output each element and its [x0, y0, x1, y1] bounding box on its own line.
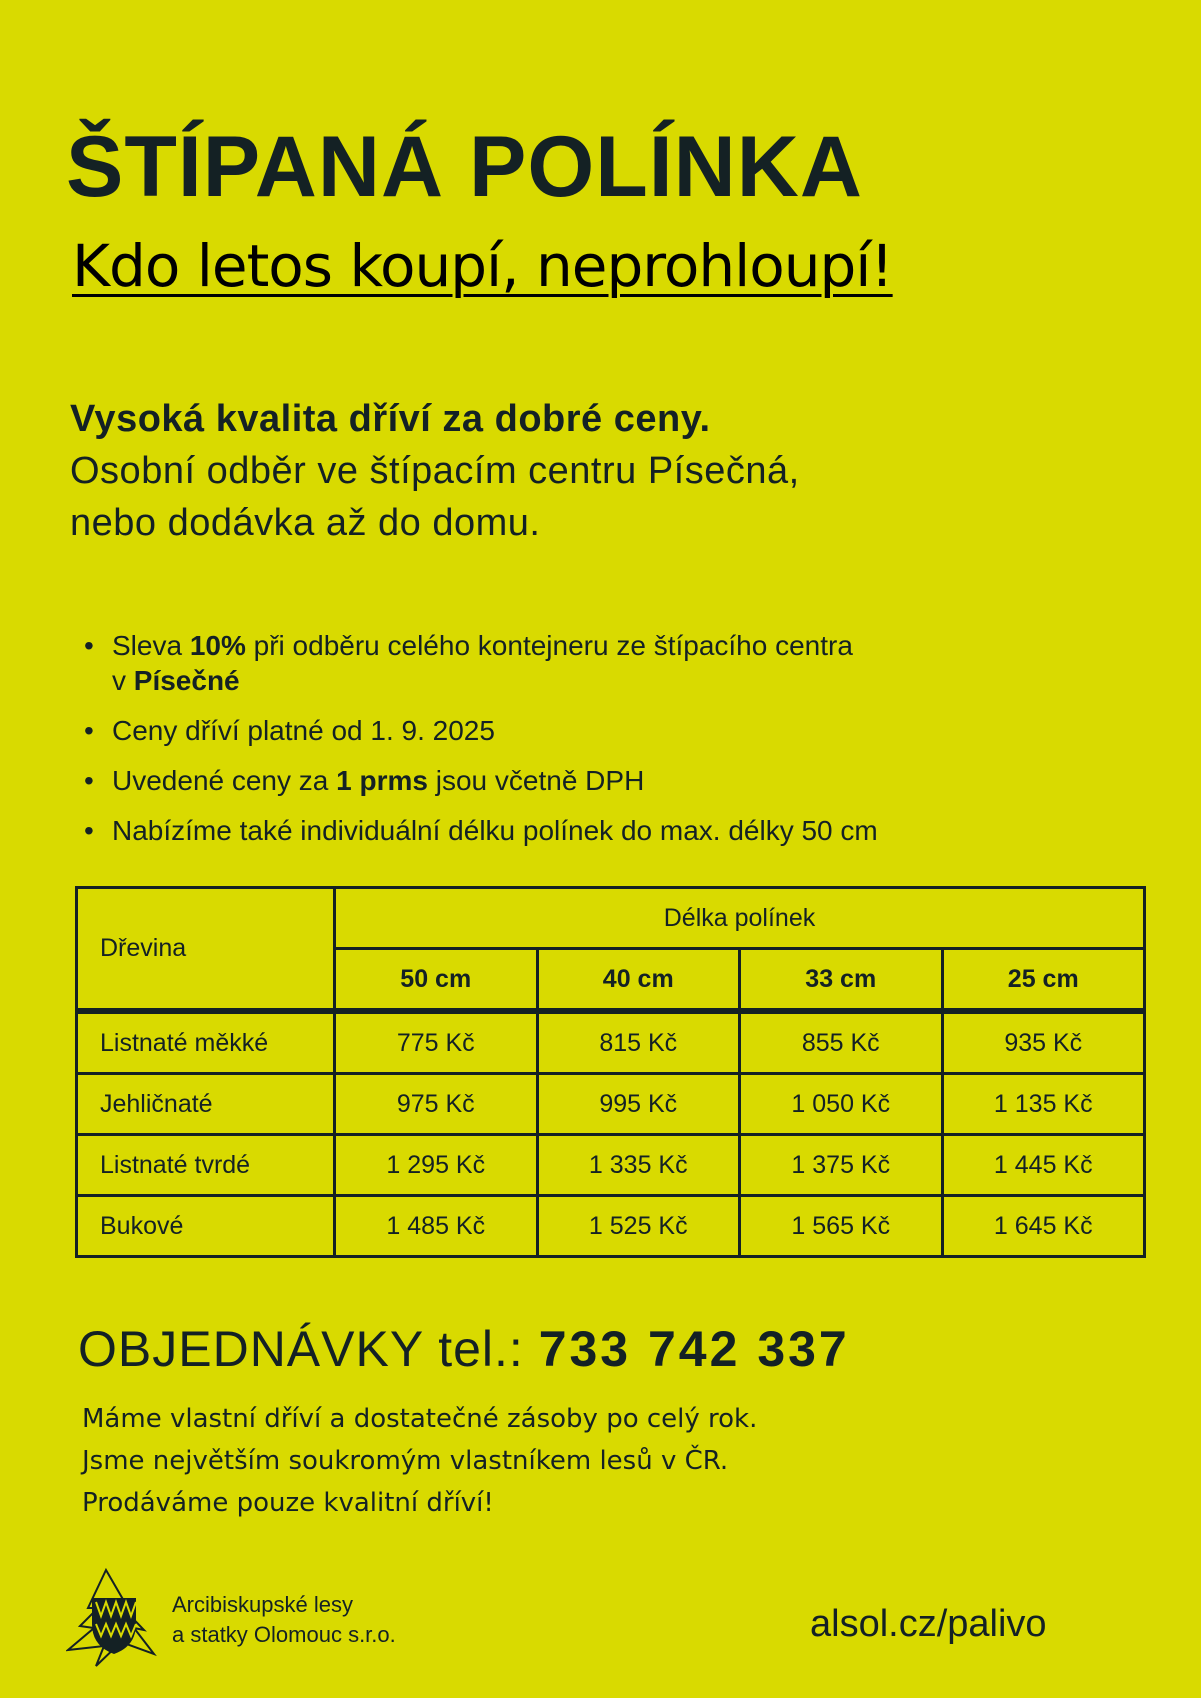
wood-type: Listnaté tvrdé [75, 1133, 336, 1197]
length-header: 25 cm [940, 947, 1146, 1013]
phone-number: 733 742 337 [538, 1321, 850, 1377]
price-cell: 935 Kč [940, 1008, 1146, 1075]
wood-type: Jehličnaté [75, 1072, 336, 1136]
intro-line: nebo dodávka až do domu. [70, 502, 541, 544]
intro-heading: Vysoká kvalita dříví za dobré ceny. [70, 398, 711, 440]
intro-line: Osobní odběr ve štípacím centru Písečná, [70, 450, 800, 492]
length-header: 50 cm [333, 947, 539, 1013]
table-row: Listnaté měkké 775 Kč 815 Kč 855 Kč 935 Kč [75, 1008, 1146, 1075]
price-cell: 1 485 Kč [333, 1194, 539, 1258]
price-cell: 815 Kč [535, 1008, 741, 1075]
price-cell: 1 525 Kč [535, 1194, 741, 1258]
price-cell: 1 445 Kč [940, 1133, 1146, 1197]
price-table: Dřevina Délka polínek 50 cm 40 cm 33 cm … [75, 886, 1146, 1258]
price-cell: 1 135 Kč [940, 1072, 1146, 1136]
bullet-item: Ceny dříví platné od 1. 9. 2025 [82, 713, 878, 748]
table-row: Jehličnaté 975 Kč 995 Kč 1 050 Kč 1 135 Kč [75, 1072, 1146, 1136]
table-row: Bukové 1 485 Kč 1 525 Kč 1 565 Kč 1 645 Kč [75, 1194, 1146, 1258]
wood-type: Bukové [75, 1194, 336, 1258]
price-cell: 1 565 Kč [738, 1194, 944, 1258]
price-cell: 1 050 Kč [738, 1072, 944, 1136]
price-cell: 1 645 Kč [940, 1194, 1146, 1258]
group-header-length: Délka polínek [333, 886, 1146, 950]
bullet-list: Sleva 10% při odběru celého kontejneru z… [82, 628, 878, 863]
company-logo-icon [66, 1568, 157, 1667]
website-link[interactable]: alsol.cz/palivo [810, 1603, 1047, 1645]
price-cell: 1 295 Kč [333, 1133, 539, 1197]
bullet-item: Sleva 10% při odběru celého kontejneru z… [82, 628, 878, 698]
wood-type: Listnaté měkké [75, 1008, 336, 1075]
bullet-item: Nabízíme také individuální délku polínek… [82, 813, 878, 848]
price-cell: 1 335 Kč [535, 1133, 741, 1197]
price-cell: 1 375 Kč [738, 1133, 944, 1197]
company-name: Arcibiskupské lesy a statky Olomouc s.r.… [172, 1592, 396, 1647]
column-header-wood: Dřevina [75, 886, 336, 1013]
length-header: 40 cm [535, 947, 741, 1013]
price-cell: 995 Kč [535, 1072, 741, 1136]
intro: Vysoká kvalita dříví za dobré ceny. Osob… [70, 393, 800, 549]
page-title: ŠTÍPANÁ POLÍNKA [66, 119, 863, 215]
footer-text: Máme vlastní dříví a dostatečné zásoby p… [82, 1404, 758, 1518]
bullet-item: Uvedené ceny za 1 prms jsou včetně DPH [82, 763, 878, 798]
order-line: OBJEDNÁVKY tel.: 733 742 337 [78, 1321, 850, 1377]
price-cell: 775 Kč [333, 1008, 539, 1075]
table-row: Listnaté tvrdé 1 295 Kč 1 335 Kč 1 375 Kč 1 … [75, 1133, 1146, 1197]
length-header: 33 cm [738, 947, 944, 1013]
price-cell: 975 Kč [333, 1072, 539, 1136]
price-cell: 855 Kč [738, 1008, 944, 1075]
slogan: Kdo letos koupí, neprohloupí! [72, 232, 894, 300]
